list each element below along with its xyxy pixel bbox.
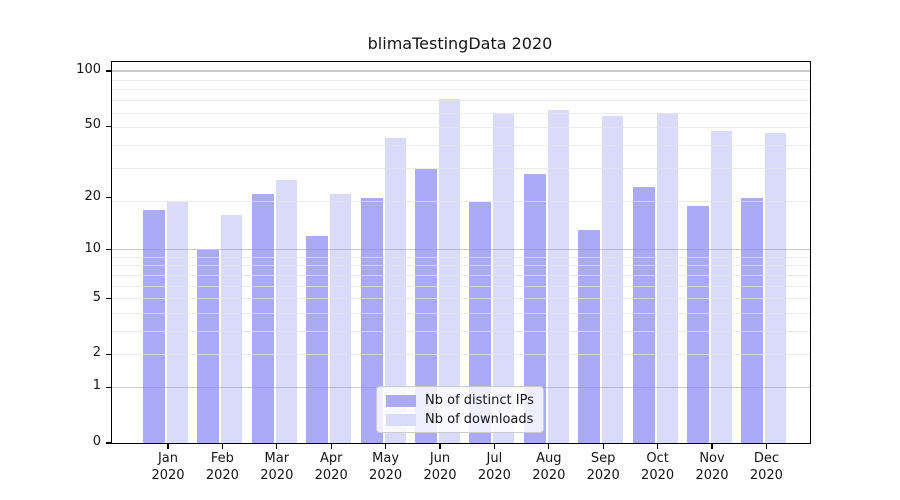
- x-tick-mark: [221, 443, 224, 449]
- bar-distinct-ips-dec: [741, 197, 764, 443]
- bar-distinct-ips-oct: [632, 186, 655, 443]
- y-tick-label: 0: [92, 434, 101, 449]
- bar-downloads-jan: [167, 201, 188, 443]
- x-tick-label: Jan 2020: [151, 451, 185, 483]
- x-tick-label: Oct 2020: [641, 451, 675, 483]
- legend-label-downloads: Nb of downloads: [425, 412, 534, 427]
- legend-label-distinct-ips: Nb of distinct IPs: [425, 393, 534, 408]
- x-tick-label: May 2020: [369, 451, 403, 483]
- bar-downloads-mar: [275, 180, 297, 443]
- y-tick-mark: [106, 125, 111, 127]
- y-tick-mark: [106, 249, 111, 251]
- x-tick-label: Aug 2020: [532, 451, 566, 483]
- legend-entry-downloads: Nb of downloads: [386, 412, 534, 427]
- bar-distinct-ips-sep: [578, 230, 601, 443]
- bar-downloads-jul: [493, 114, 515, 443]
- x-tick-mark: [765, 443, 768, 449]
- bar-downloads-nov: [711, 131, 732, 443]
- x-tick-label: Feb 2020: [205, 451, 239, 483]
- x-tick-mark: [167, 443, 169, 449]
- x-tick-label: Mar 2020: [260, 451, 294, 483]
- bar-distinct-ips-apr: [306, 236, 329, 443]
- bar-distinct-ips-may: [360, 197, 383, 443]
- y-tick-label: 1: [92, 378, 101, 394]
- bar-distinct-ips-jul: [469, 201, 492, 443]
- bar-distinct-ips-mar: [251, 193, 274, 443]
- legend: Nb of distinct IPs Nb of downloads: [376, 386, 544, 433]
- x-tick-label: Sep 2020: [586, 451, 620, 483]
- y-tick-mark: [106, 70, 111, 72]
- y-tick-mark: [106, 386, 111, 388]
- legend-entry-distinct-ips: Nb of distinct IPs: [386, 393, 534, 408]
- chart-title: blimaTestingData 2020: [367, 34, 553, 53]
- plot-area: Nb of distinct IPs Nb of downloads: [111, 61, 811, 444]
- bar-downloads-oct: [656, 113, 678, 443]
- y-tick-label: 100: [76, 62, 101, 78]
- x-tick-mark: [548, 443, 550, 449]
- x-tick-mark: [276, 443, 278, 449]
- x-tick-mark: [602, 443, 604, 449]
- legend-swatch-distinct-ips: [386, 394, 416, 407]
- y-tick-label: 10: [84, 240, 101, 256]
- bar-distinct-ips-jan: [143, 210, 165, 443]
- bar-downloads-may: [384, 138, 406, 443]
- bar-distinct-ips-nov: [687, 205, 709, 443]
- x-tick-label: Jul 2020: [477, 451, 511, 483]
- y-tick-mark: [106, 297, 111, 300]
- x-tick-mark: [439, 443, 441, 449]
- x-tick-mark: [711, 443, 713, 449]
- x-tick-mark: [657, 443, 659, 449]
- x-tick-label: Dec 2020: [749, 451, 783, 483]
- y-tick-mark: [106, 197, 111, 199]
- x-tick-mark: [385, 443, 387, 449]
- legend-swatch-downloads: [386, 413, 416, 426]
- y-tick-label: 20: [84, 188, 101, 204]
- bars-layer: [112, 62, 810, 443]
- bar-distinct-ips-jun: [415, 168, 437, 443]
- y-tick-label: 50: [84, 117, 101, 133]
- x-tick-label: Nov 2020: [695, 451, 729, 483]
- x-tick-label: Apr 2020: [314, 451, 348, 483]
- y-tick-mark: [106, 442, 111, 444]
- bar-distinct-ips-aug: [523, 174, 546, 443]
- bar-downloads-jun: [439, 99, 460, 443]
- y-tick-mark: [106, 353, 111, 356]
- bar-downloads-sep: [602, 115, 624, 443]
- bar-downloads-apr: [330, 193, 352, 443]
- bar-downloads-aug: [547, 110, 569, 443]
- y-tick-label: 2: [92, 345, 101, 361]
- x-tick-label: Jun 2020: [423, 451, 457, 483]
- bar-downloads-dec: [765, 132, 787, 443]
- x-tick-mark: [493, 443, 496, 449]
- bar-downloads-feb: [221, 214, 243, 443]
- x-tick-mark: [330, 443, 332, 449]
- bar-distinct-ips-feb: [197, 249, 220, 443]
- y-tick-label: 5: [92, 289, 101, 305]
